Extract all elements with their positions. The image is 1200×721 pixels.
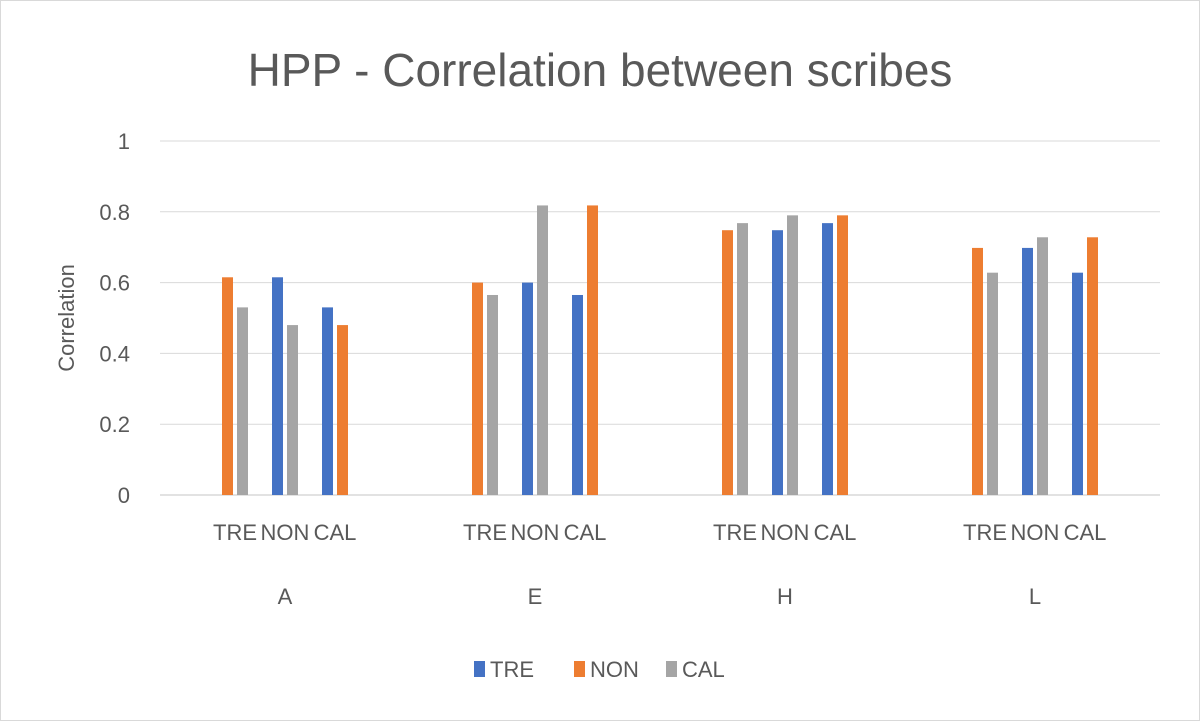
bar-l-tre-non: [972, 247, 983, 495]
x-group-label: L: [1029, 584, 1041, 609]
bar-h-cal-non: [837, 215, 848, 495]
x-subcategory-label: CAL: [314, 520, 357, 545]
x-subcategory-labels: TRE NON CAL TRE NON CAL TRE NON CAL TRE NON CAL: [213, 520, 1106, 545]
bar-a-cal-non: [337, 325, 348, 495]
y-tick-label: 0.2: [99, 412, 130, 437]
bars: [222, 205, 1098, 496]
x-subcategory-label: NON: [1011, 520, 1060, 545]
legend-label-tre: TRE: [490, 657, 534, 682]
bar-a-cal-tre: [322, 307, 333, 495]
x-subcategory-label: CAL: [1064, 520, 1107, 545]
bar-h-non-tre: [772, 230, 783, 495]
x-subcategory-label: NON: [261, 520, 310, 545]
x-group-label: E: [528, 584, 543, 609]
legend-swatch-cal: [666, 661, 677, 677]
bar-e-non-tre: [522, 282, 533, 495]
x-subcategory-label: CAL: [814, 520, 857, 545]
x-subcategory-label: TRE: [463, 520, 507, 545]
legend-swatch-tre: [474, 661, 485, 677]
x-group-label: H: [777, 584, 793, 609]
y-tick-label: 0.6: [99, 271, 130, 296]
gridlines: [160, 140, 1160, 496]
bar-e-tre-non: [472, 282, 483, 495]
x-subcategory-label: NON: [761, 520, 810, 545]
legend-label-cal: CAL: [682, 657, 725, 682]
x-group-label: A: [278, 584, 293, 609]
bar-l-tre-cal: [987, 272, 998, 495]
bar-e-cal-tre: [572, 294, 583, 495]
bar-l-non-tre: [1022, 247, 1033, 495]
bar-l-cal-tre: [1072, 272, 1083, 495]
x-subcategory-label: TRE: [963, 520, 1007, 545]
x-subcategory-label: NON: [511, 520, 560, 545]
x-subcategory-label: CAL: [564, 520, 607, 545]
y-tick-label: 0.4: [99, 341, 130, 366]
y-axis-label: Correlation: [54, 264, 79, 372]
bar-e-non-cal: [537, 205, 548, 496]
bar-a-tre-cal: [237, 307, 248, 495]
y-tick-labels: 0 0.2 0.4 0.6 0.8 1: [99, 129, 130, 508]
bar-l-non-cal: [1037, 237, 1048, 495]
bar-h-tre-cal: [737, 223, 748, 496]
legend-label-non: NON: [590, 657, 639, 682]
x-subcategory-label: TRE: [213, 520, 257, 545]
bar-e-cal-non: [587, 205, 598, 496]
bar-a-tre-non: [222, 277, 233, 495]
bar-l-cal-non: [1087, 237, 1098, 495]
legend: TRE NON CAL: [474, 657, 725, 682]
bar-a-non-tre: [272, 277, 283, 495]
bar-e-tre-cal: [487, 294, 498, 495]
bar-h-non-cal: [787, 215, 798, 495]
bar-a-non-cal: [287, 325, 298, 495]
y-tick-label: 0.8: [99, 200, 130, 225]
legend-swatch-non: [574, 661, 585, 677]
chart-title: HPP - Correlation between scribes: [248, 44, 953, 96]
y-tick-label: 0: [118, 483, 130, 508]
bar-h-cal-tre: [822, 223, 833, 496]
x-subcategory-label: TRE: [713, 520, 757, 545]
bar-h-tre-non: [722, 230, 733, 495]
y-tick-label: 1: [118, 129, 130, 154]
